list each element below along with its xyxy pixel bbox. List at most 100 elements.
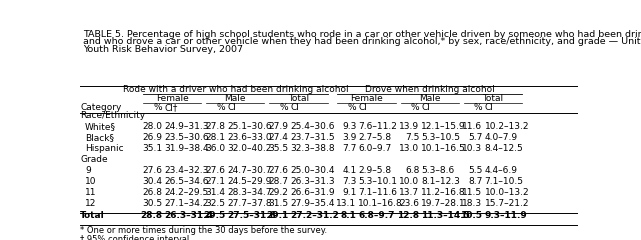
Text: Total: Total [80,210,105,220]
Text: TABLE 5. Percentage of high school students who rode in a car or other vehicle d: TABLE 5. Percentage of high school stude… [83,30,641,39]
Text: 25.0–30.4: 25.0–30.4 [290,166,335,175]
Text: White§: White§ [85,122,116,131]
Text: 26.3–31.4: 26.3–31.4 [164,210,213,220]
Text: 27.6: 27.6 [269,166,288,175]
Text: 3.9: 3.9 [342,133,356,142]
Text: 5.3–10.5: 5.3–10.5 [421,133,460,142]
Text: 9.1: 9.1 [342,188,356,198]
Text: 10.5: 10.5 [460,210,483,220]
Text: 10.0–13.2: 10.0–13.2 [485,188,529,198]
Text: 27.9–35.4: 27.9–35.4 [290,199,335,209]
Text: 5.3–8.6: 5.3–8.6 [421,166,454,175]
Text: Drove when drinking alcohol: Drove when drinking alcohol [365,85,494,94]
Text: 12.1–15.9: 12.1–15.9 [421,122,466,131]
Text: 18.3: 18.3 [462,199,483,209]
Text: 7.1–11.6: 7.1–11.6 [358,188,397,198]
Text: 26.3–31.3: 26.3–31.3 [290,177,335,186]
Text: and who drove a car or other vehicle when they had been drinking alcohol,* by se: and who drove a car or other vehicle whe… [83,37,641,46]
Text: 23.6: 23.6 [399,199,419,209]
Text: 27.6: 27.6 [205,166,225,175]
Text: 10.1–16.8: 10.1–16.8 [358,199,403,209]
Text: 4.1: 4.1 [342,166,356,175]
Text: CI: CI [485,103,494,112]
Text: 10: 10 [85,177,97,186]
Text: 11.3–14.5: 11.3–14.5 [421,210,470,220]
Text: 29.2: 29.2 [269,188,288,198]
Text: 13.7: 13.7 [399,188,419,198]
Text: CI: CI [290,103,299,112]
Text: Female: Female [350,94,383,103]
Text: %: % [217,103,225,112]
Text: 11: 11 [85,188,97,198]
Text: 5.7: 5.7 [468,133,483,142]
Text: 29.5: 29.5 [203,210,225,220]
Text: %: % [279,103,288,112]
Text: 35.1: 35.1 [142,144,162,153]
Text: 2.7–5.8: 2.7–5.8 [358,133,392,142]
Text: 4.4–6.9: 4.4–6.9 [485,166,517,175]
Text: 13.1: 13.1 [337,199,356,209]
Text: 12: 12 [85,199,96,209]
Text: 10.3: 10.3 [462,144,483,153]
Text: 9: 9 [85,166,91,175]
Text: 23.6–33.0: 23.6–33.0 [227,133,272,142]
Text: 23.4–32.3: 23.4–32.3 [164,166,208,175]
Text: 26.6–31.9: 26.6–31.9 [290,188,335,198]
Text: 8.4–12.5: 8.4–12.5 [485,144,523,153]
Text: 26.9: 26.9 [142,133,162,142]
Text: 13.0: 13.0 [399,144,419,153]
Text: 32.3–38.8: 32.3–38.8 [290,144,335,153]
Text: 8.7: 8.7 [468,177,483,186]
Text: 5.5: 5.5 [468,166,483,175]
Text: 28.1: 28.1 [205,133,225,142]
Text: 30.5: 30.5 [142,199,162,209]
Text: 31.5: 31.5 [268,199,288,209]
Text: 2.9–5.8: 2.9–5.8 [358,166,392,175]
Text: 9.3–11.9: 9.3–11.9 [485,210,528,220]
Text: Total: Total [288,94,309,103]
Text: 27.1–34.2: 27.1–34.2 [164,199,208,209]
Text: 24.2–29.5: 24.2–29.5 [164,188,208,198]
Text: 23.7–31.5: 23.7–31.5 [290,133,335,142]
Text: 27.2–31.2: 27.2–31.2 [290,210,339,220]
Text: 15.7–21.2: 15.7–21.2 [485,199,529,209]
Text: Male: Male [224,94,246,103]
Text: * One or more times during the 30 days before the survey.: * One or more times during the 30 days b… [80,226,328,235]
Text: 7.5: 7.5 [405,133,419,142]
Text: 27.7–37.8: 27.7–37.8 [227,199,272,209]
Text: 24.5–29.9: 24.5–29.9 [227,177,272,186]
Text: 27.9: 27.9 [269,122,288,131]
Text: 35.5: 35.5 [268,144,288,153]
Text: CI: CI [421,103,430,112]
Text: Category: Category [80,103,122,112]
Text: 7.1–10.5: 7.1–10.5 [485,177,524,186]
Text: 6.8–9.7: 6.8–9.7 [358,210,395,220]
Text: 4.0–7.9: 4.0–7.9 [485,133,518,142]
Text: 6.0–9.7: 6.0–9.7 [358,144,392,153]
Text: Black§: Black§ [85,133,114,142]
Text: 31.4: 31.4 [205,188,225,198]
Text: 8.1: 8.1 [340,210,356,220]
Text: 9.3: 9.3 [342,122,356,131]
Text: 13.9: 13.9 [399,122,419,131]
Text: Race/Ethnicity: Race/Ethnicity [80,111,146,120]
Text: Male: Male [419,94,440,103]
Text: 27.1: 27.1 [205,177,225,186]
Text: 5.3–10.1: 5.3–10.1 [358,177,397,186]
Text: 31.9–38.4: 31.9–38.4 [164,144,209,153]
Text: Total: Total [482,94,503,103]
Text: Grade: Grade [80,155,108,164]
Text: 28.0: 28.0 [142,122,162,131]
Text: 24.9–31.3: 24.9–31.3 [164,122,208,131]
Text: 32.0–40.2: 32.0–40.2 [227,144,272,153]
Text: 25.1–30.6: 25.1–30.6 [227,122,272,131]
Text: Youth Risk Behavior Survey, 2007: Youth Risk Behavior Survey, 2007 [83,44,242,54]
Text: 25.4–30.6: 25.4–30.6 [290,122,335,131]
Text: 10.2–13.2: 10.2–13.2 [485,122,529,131]
Text: CI: CI [358,103,367,112]
Text: Female: Female [156,94,188,103]
Text: 23.5–30.6: 23.5–30.6 [164,133,209,142]
Text: 11.5: 11.5 [462,188,483,198]
Text: 6.8: 6.8 [405,166,419,175]
Text: 10.1–16.5: 10.1–16.5 [421,144,466,153]
